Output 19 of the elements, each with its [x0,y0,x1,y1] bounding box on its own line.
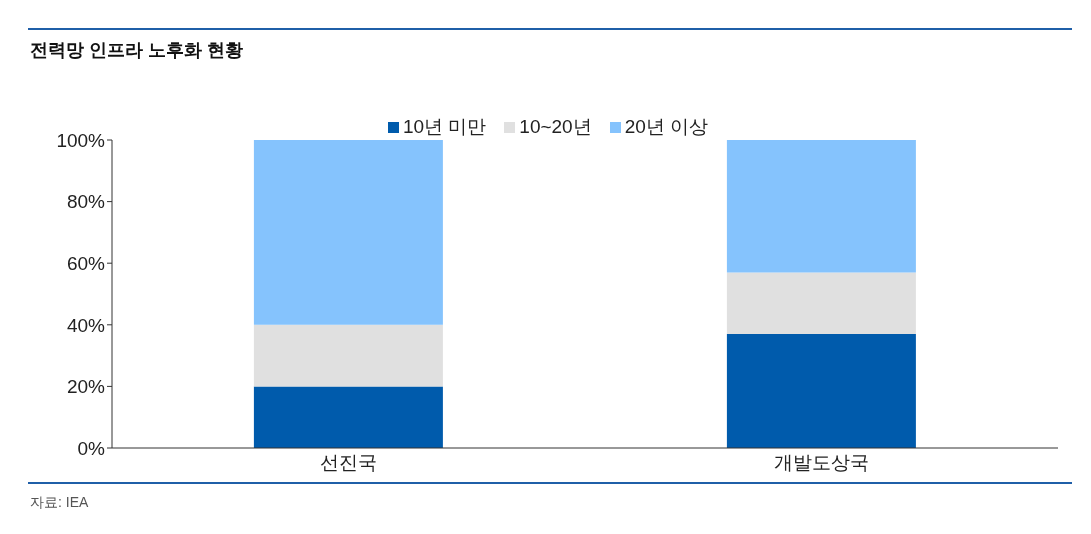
y-tick-label: 0% [77,437,106,459]
bar [253,140,443,325]
legend-label: 10년 미만 [402,115,487,139]
y-tick-label: 20% [66,376,106,398]
y-tick-label: 100% [56,129,106,151]
y-tick-label: 80% [66,191,106,213]
legend-label: 20년 이상 [624,115,709,139]
bar [726,272,916,335]
x-tick-label: 개발도상국 [774,452,869,474]
x-tick-label: 선진국 [320,452,377,474]
bar [726,334,916,448]
y-tick-label: 60% [66,252,106,274]
bar [253,386,443,448]
legend-label: 10~20년 [519,115,592,139]
y-tick-label: 40% [66,314,106,336]
bar [253,324,443,387]
bar [726,140,916,273]
chart-title: 전력망 인프라 노후화 현황 [30,39,244,62]
text: 자료: IEA [30,494,89,512]
